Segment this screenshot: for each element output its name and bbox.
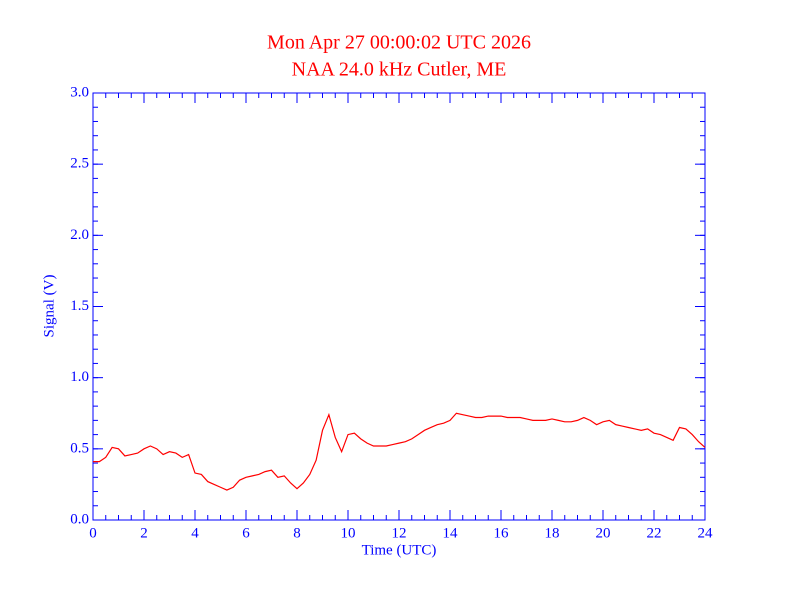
x-tick-label: 10 (341, 525, 356, 541)
y-tick-label: 2.5 (70, 156, 89, 172)
chart-subtitle: NAA 24.0 kHz Cutler, ME (292, 59, 507, 81)
chart-title: Mon Apr 27 00:00:02 UTC 2026 (267, 32, 531, 54)
x-tick-label: 18 (545, 525, 560, 541)
y-tick-label: 2.0 (70, 227, 89, 243)
x-tick-label: 22 (647, 525, 662, 541)
x-tick-label: 12 (392, 525, 407, 541)
x-axis-label: Time (UTC) (362, 542, 437, 558)
x-tick-label: 8 (293, 525, 301, 541)
y-tick-label: 0.5 (70, 440, 89, 456)
signal-line (93, 412, 706, 491)
x-tick-label: 24 (698, 525, 714, 541)
x-tick-label: 14 (443, 525, 459, 541)
y-tick-label: 3.0 (70, 84, 89, 100)
y-tick-label: 1.5 (70, 298, 89, 314)
y-tick-label: 0.0 (70, 511, 89, 527)
y-axis-label: Signal (V) (41, 275, 57, 338)
x-tick-label: 4 (191, 525, 199, 541)
x-tick-label: 20 (596, 525, 611, 541)
x-tick-label: 2 (140, 525, 148, 541)
y-tick-label: 1.0 (70, 369, 89, 385)
x-tick-label: 6 (242, 525, 250, 541)
x-tick-label: 16 (494, 525, 510, 541)
x-tick-label: 0 (89, 525, 97, 541)
